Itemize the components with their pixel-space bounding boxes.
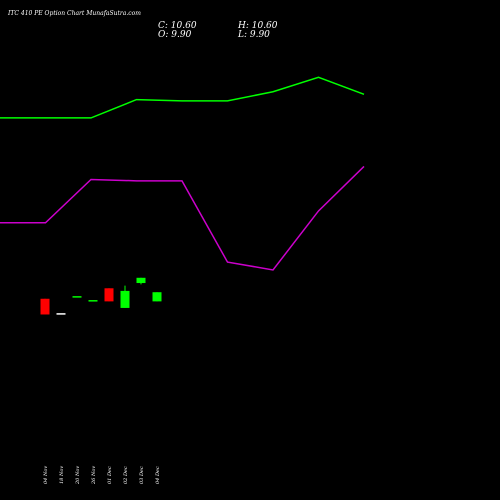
candle-body [88,300,98,302]
candlesticks [40,277,162,315]
chart-title: ITC 410 PE Option Chart MunafaSutra.com [7,10,141,17]
candle-body [120,290,130,308]
indicator-line-1 [0,76,365,119]
low-value: L: 9.90 [237,30,270,40]
candle-body [152,292,162,302]
candle-body [136,277,146,284]
open-value: O: 9.90 [158,30,192,40]
x-axis-label: 04 Nov [43,466,49,484]
indicator-lines [0,76,365,271]
indicator-line-2 [0,165,365,271]
x-axis-label: 04 Dec [155,466,161,484]
x-axis-label: 01 Dec [107,466,113,484]
close-value: C: 10.60 [158,21,197,31]
x-axis-label: 02 Dec [123,466,129,484]
candle-body [40,298,50,315]
x-axis-label: 03 Dec [139,466,145,484]
x-axis-labels: 04 Nov 18 Nov 20 Nov 26 Nov 01 Dec 02 Dec 03 D… [43,466,161,485]
candle-body [56,313,66,315]
candle-body [72,296,82,298]
x-axis-label: 18 Nov [59,466,65,484]
x-axis-label: 26 Nov [91,466,97,485]
x-axis-label: 20 Nov [75,466,81,485]
high-value: H: 10.60 [237,21,278,31]
candle-body [104,288,114,302]
